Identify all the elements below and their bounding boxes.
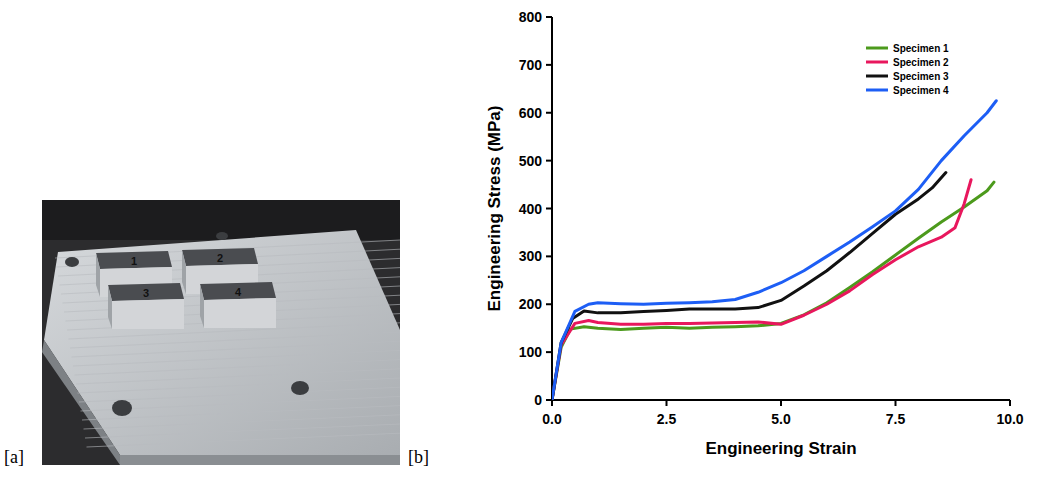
hole — [112, 400, 132, 416]
y-tick-label: 400 — [519, 201, 543, 217]
hole — [216, 232, 228, 240]
legend: Specimen 1 Specimen 2 Specimen 3 Specimen 4 — [860, 38, 955, 102]
specimen-label: 3 — [143, 287, 149, 299]
specimen-front — [112, 299, 184, 329]
chart: 0 100 200 300 400 500 600 700 800 0.0 2.5 5.0 7.5 10.… — [485, 9, 1024, 458]
y-tick-label: 700 — [519, 57, 543, 73]
x-axis-title: Engineering Strain — [705, 439, 856, 458]
legend-swatch — [866, 61, 888, 64]
y-tick — [546, 112, 552, 114]
specimen-side — [182, 250, 186, 294]
machining-line — [78, 378, 401, 393]
machining-line — [70, 332, 400, 348]
hole — [65, 257, 79, 267]
photo-background — [42, 200, 400, 465]
x-tick — [1009, 400, 1011, 406]
y-tick — [546, 351, 552, 353]
legend-box — [860, 38, 955, 102]
machining-line — [75, 360, 401, 375]
specimen-side — [96, 253, 100, 297]
legend-label: Specimen 1 — [893, 43, 949, 54]
legend-label: Specimen 2 — [893, 57, 949, 68]
series-line — [552, 173, 946, 400]
specimen-side — [200, 284, 204, 328]
plot-lines — [552, 101, 996, 400]
panel-letter: [a] — [4, 447, 24, 467]
y-tick — [546, 16, 552, 18]
y-tick-label: 100 — [519, 344, 543, 360]
machining-line — [87, 433, 401, 447]
specimen-label: 4 — [235, 286, 242, 298]
legend-swatch — [866, 89, 888, 92]
legend-swatch — [866, 75, 888, 78]
legend-swatch — [866, 47, 888, 50]
y-tick-label: 0 — [534, 392, 542, 408]
legend-label: Specimen 3 — [893, 71, 949, 82]
series-line — [552, 101, 996, 400]
specimen-label: 1 — [131, 255, 137, 267]
specimen-label: 2 — [217, 252, 223, 264]
panel-letter: [b] — [408, 447, 429, 467]
x-tick — [551, 400, 553, 406]
y-axis-title: Engineering Stress (MPa) — [485, 106, 504, 312]
y-tick-label: 800 — [519, 9, 543, 25]
legend-label: Specimen 4 — [893, 85, 949, 96]
photo: 1 2 3 4 — [42, 200, 400, 465]
y-tick — [546, 208, 552, 210]
figure: 1 2 3 4 [a] [b] 0 100 200 300 400 500 600 700 800 0.0 2.… — [0, 0, 1056, 478]
specimen-top — [108, 283, 184, 301]
y-tick — [546, 160, 552, 162]
y-tick-label: 300 — [519, 248, 543, 264]
x-tick-label: 2.5 — [657, 411, 677, 427]
machining-line — [85, 424, 400, 438]
specimen: 3 — [108, 283, 184, 329]
specimen-top — [182, 248, 258, 266]
series-line — [552, 182, 994, 400]
x-tick-label: 0.0 — [542, 411, 562, 427]
hole — [291, 381, 309, 395]
x-tick — [666, 400, 668, 406]
y-tick-label: 600 — [519, 105, 543, 121]
specimen-side — [108, 285, 112, 329]
y-tick-label: 200 — [519, 296, 543, 312]
specimen-front — [204, 298, 276, 328]
y-tick — [546, 303, 552, 305]
specimen-top — [96, 251, 172, 269]
y-tick — [546, 64, 552, 66]
x-tick-label: 5.0 — [771, 411, 791, 427]
machining-line — [79, 387, 400, 402]
machining-line — [72, 341, 401, 357]
machining-line — [84, 415, 401, 429]
y-tick — [546, 255, 552, 257]
x-tick-label: 10.0 — [996, 411, 1023, 427]
y-tick-label: 500 — [519, 153, 543, 169]
specimen: 4 — [200, 282, 276, 328]
machining-line — [76, 369, 400, 384]
x-tick-label: 7.5 — [886, 411, 906, 427]
x-tick — [895, 400, 897, 406]
plate-edge — [120, 455, 400, 465]
machining-line — [73, 350, 400, 366]
x-tick — [780, 400, 782, 406]
specimen-top — [200, 282, 276, 300]
